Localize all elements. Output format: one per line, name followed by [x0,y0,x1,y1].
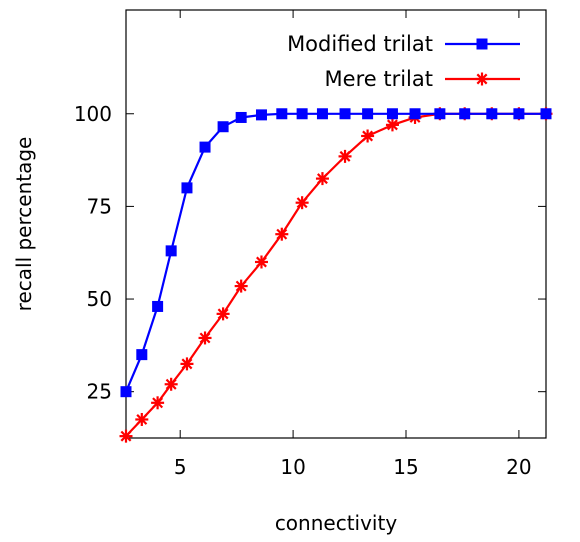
data-point-modified-trilat [486,108,498,120]
data-point-modified-trilat [181,182,193,194]
data-point-modified-trilat [136,349,148,361]
data-point-mere-trilat [385,118,399,132]
x-tick-label: 5 [174,455,187,479]
legend-marker-modified-trilat [476,38,488,50]
data-point-modified-trilat [165,245,177,257]
data-point-modified-trilat [152,300,164,312]
data-point-mere-trilat [119,429,133,443]
data-point-modified-trilat [120,386,132,398]
legend-label-mere-trilat: Mere trilat [325,67,433,91]
data-point-mere-trilat [295,196,309,210]
data-point-mere-trilat [216,307,230,321]
data-point-modified-trilat [459,108,471,120]
data-point-modified-trilat [217,121,229,133]
series-modified-trilat [120,108,552,398]
data-point-mere-trilat [254,255,268,269]
legend-label-modified-trilat: Modified trilat [287,32,433,56]
data-point-mere-trilat [198,331,212,345]
data-point-modified-trilat [316,108,328,120]
y-axis-label: recall percentage [12,137,36,312]
data-point-mere-trilat [164,377,178,391]
x-tick-label: 15 [393,455,418,479]
data-point-modified-trilat [513,108,525,120]
data-point-mere-trilat [275,227,289,241]
y-axis-ticks: 25 50 75 100 [74,102,546,404]
legend-marker-mere-trilat [475,72,489,86]
y-tick-label: 75 [87,194,112,218]
x-tick-label: 10 [280,455,305,479]
data-point-modified-trilat [235,111,247,123]
data-point-modified-trilat [540,108,552,120]
x-axis-ticks: 5 10 15 20 [174,10,532,479]
series-mere-trilat [119,107,553,443]
y-tick-label: 50 [87,287,112,311]
data-point-modified-trilat [434,108,446,120]
data-point-mere-trilat [180,357,194,371]
data-point-mere-trilat [338,149,352,163]
plot-frame [125,9,547,439]
series-line-mere-trilat [125,112,546,437]
data-point-mere-trilat [135,412,149,426]
data-point-modified-trilat [409,108,421,120]
x-axis-label: connectivity [275,511,398,535]
y-tick-label: 25 [87,380,112,404]
legend: Modified trilat Mere trilat [287,32,520,91]
data-point-modified-trilat [386,108,398,120]
data-point-mere-trilat [315,172,329,186]
data-point-modified-trilat [362,108,374,120]
data-point-modified-trilat [339,108,351,120]
data-point-mere-trilat [151,396,165,410]
data-point-modified-trilat [255,109,267,121]
data-point-modified-trilat [199,141,211,153]
data-point-modified-trilat [276,108,288,120]
data-point-mere-trilat [361,129,375,143]
data-point-mere-trilat [234,279,248,293]
data-point-modified-trilat [296,108,308,120]
series-line-modified-trilat [124,112,546,393]
series-layer [119,107,553,443]
y-tick-label: 100 [74,102,112,126]
x-tick-label: 20 [506,455,531,479]
